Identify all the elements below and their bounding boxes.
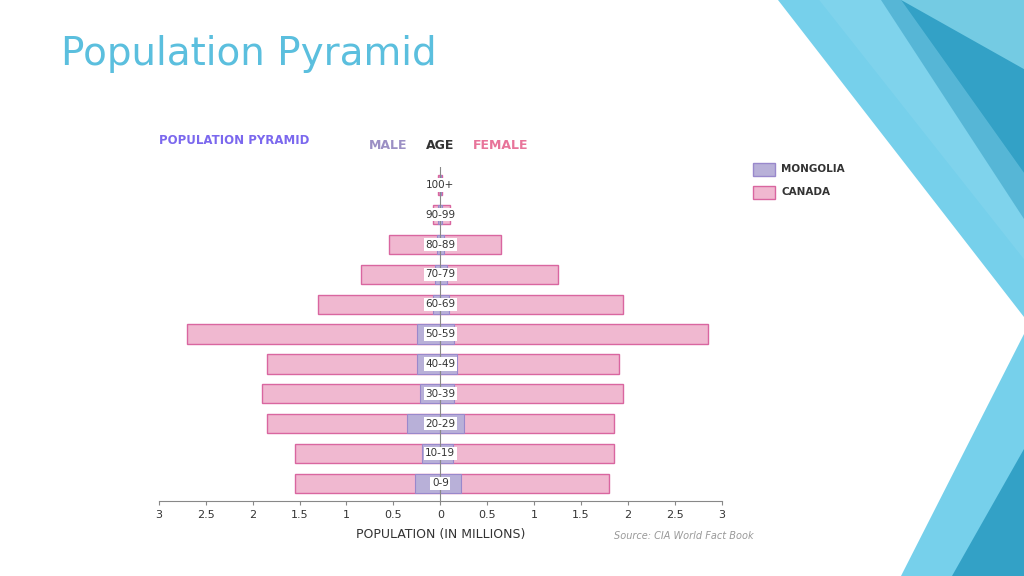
Bar	[440, 294, 624, 314]
Bar	[438, 175, 440, 195]
Bar	[436, 235, 440, 254]
Bar	[295, 444, 440, 463]
Text: Population Pyramid: Population Pyramid	[61, 35, 437, 73]
Bar	[440, 205, 450, 225]
Bar	[187, 324, 440, 344]
Polygon shape	[881, 0, 1024, 219]
Bar	[440, 414, 614, 433]
Bar	[440, 235, 444, 254]
Bar	[440, 324, 455, 344]
Bar	[417, 354, 440, 374]
X-axis label: POPULATION (IN MILLIONS): POPULATION (IN MILLIONS)	[355, 529, 525, 541]
Bar	[440, 473, 461, 493]
Bar	[420, 384, 440, 403]
Text: MALE: MALE	[369, 139, 408, 152]
Polygon shape	[901, 0, 1024, 69]
Text: 90-99: 90-99	[425, 210, 456, 220]
Bar	[440, 265, 558, 284]
Bar	[408, 414, 440, 433]
Bar	[417, 324, 440, 344]
Bar	[440, 414, 464, 433]
Bar	[440, 384, 455, 403]
Bar	[435, 265, 440, 284]
Polygon shape	[952, 449, 1024, 576]
Text: 80-89: 80-89	[425, 240, 456, 249]
Bar	[440, 444, 614, 463]
Polygon shape	[778, 0, 1024, 317]
Bar	[433, 205, 440, 225]
Bar	[438, 205, 440, 225]
Bar	[295, 473, 440, 493]
Bar	[440, 384, 624, 403]
Bar	[433, 294, 440, 314]
Bar	[440, 444, 453, 463]
Text: POPULATION PYRAMID: POPULATION PYRAMID	[159, 134, 309, 147]
Bar	[360, 265, 440, 284]
Polygon shape	[901, 334, 1024, 576]
Bar	[318, 294, 440, 314]
Text: 10-19: 10-19	[425, 448, 456, 458]
Text: 50-59: 50-59	[425, 329, 456, 339]
Text: 40-49: 40-49	[425, 359, 456, 369]
Text: MONGOLIA: MONGOLIA	[781, 164, 845, 174]
Bar	[440, 175, 442, 195]
Bar	[440, 294, 449, 314]
Bar	[389, 235, 440, 254]
Bar	[440, 265, 446, 284]
Bar	[266, 354, 440, 374]
Bar	[422, 444, 440, 463]
Bar	[415, 473, 440, 493]
Bar	[440, 205, 442, 225]
Bar	[440, 473, 609, 493]
Text: FEMALE: FEMALE	[473, 139, 528, 152]
Text: 20-29: 20-29	[425, 419, 456, 429]
Text: 30-39: 30-39	[425, 389, 456, 399]
Text: 60-69: 60-69	[425, 300, 456, 309]
Text: Source: CIA World Fact Book: Source: CIA World Fact Book	[614, 532, 754, 541]
Bar	[440, 324, 708, 344]
Text: 70-79: 70-79	[425, 270, 456, 279]
Bar	[440, 354, 618, 374]
Bar	[440, 235, 502, 254]
Polygon shape	[819, 0, 1024, 259]
Text: 100+: 100+	[426, 180, 455, 190]
Bar	[262, 384, 440, 403]
Text: AGE: AGE	[426, 139, 455, 152]
Text: CANADA: CANADA	[781, 187, 830, 197]
Text: 0-9: 0-9	[432, 478, 449, 488]
Bar	[440, 354, 458, 374]
Bar	[266, 414, 440, 433]
